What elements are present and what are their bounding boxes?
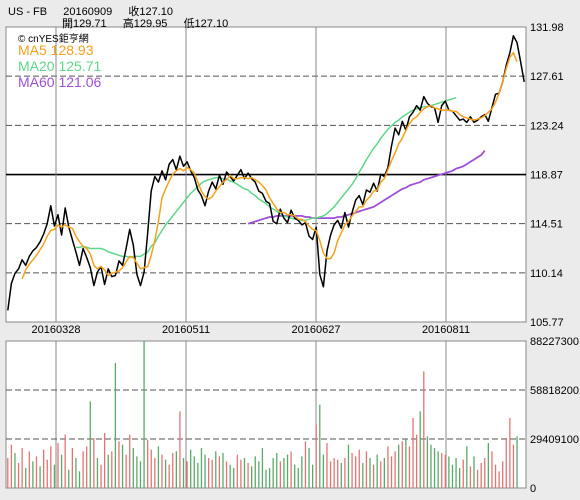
price-line — [7, 35, 525, 311]
volume-panel — [5, 340, 527, 489]
price-tick-label: 118.87 — [530, 170, 563, 182]
close-price-label: 收127.10 — [128, 6, 173, 18]
price-tick-label: 114.51 — [530, 219, 563, 231]
ma20-line — [75, 96, 457, 259]
open-price-label: 開129.71 — [62, 18, 107, 30]
x-tick-label: 20160811 — [422, 324, 470, 336]
price-tick-label: 123.24 — [530, 120, 564, 132]
ma5-line — [21, 51, 518, 280]
symbol-label: US - FB — [8, 6, 48, 18]
low-price-label: 低127.10 — [183, 18, 229, 30]
ma60-line — [247, 150, 486, 225]
price-tick-label: 127.61 — [530, 71, 564, 83]
legend-ma60: MA60 121.06 — [18, 74, 102, 90]
legend-ma5: MA5 128.93 — [18, 42, 94, 58]
watermark: © cnYES鉅亨網 — [18, 34, 89, 45]
x-tick-label: 20160328 — [32, 324, 81, 336]
high-price-label: 高129.95 — [122, 18, 168, 30]
volume-tick-label: 0 — [530, 483, 536, 495]
volume-tick-label: 58818200 — [530, 385, 579, 397]
x-tick-label: 20160627 — [292, 324, 341, 336]
volume-tick-label: 88227300 — [530, 336, 579, 348]
volume-tick-label: 29409100 — [530, 434, 579, 446]
price-tick-label: 105.77 — [530, 317, 564, 329]
price-tick-label: 110.14 — [530, 268, 563, 280]
price-tick-label: 131.98 — [530, 22, 564, 34]
legend-ma20: MA20 125.71 — [18, 58, 102, 74]
x-tick-label: 20160511 — [162, 324, 210, 336]
date-label: 20160909 — [63, 6, 113, 18]
